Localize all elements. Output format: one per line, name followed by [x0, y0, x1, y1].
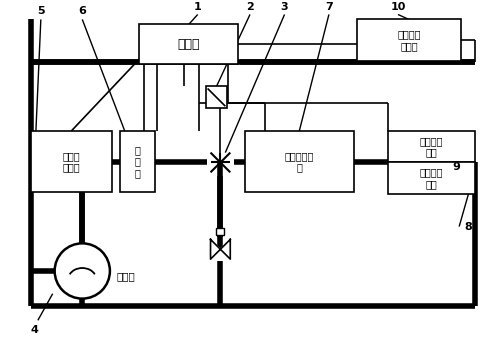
Bar — [120, 131, 155, 192]
Text: 货箱温度
传感器: 货箱温度 传感器 — [397, 29, 421, 51]
Text: 5: 5 — [37, 7, 44, 16]
Bar — [31, 131, 112, 192]
Bar — [388, 163, 475, 194]
Bar — [206, 86, 228, 108]
Text: 4: 4 — [31, 325, 39, 335]
Bar — [388, 131, 475, 163]
Text: 索贝能蒸发
器: 索贝能蒸发 器 — [284, 151, 314, 172]
Text: 6: 6 — [78, 7, 86, 16]
Text: 7: 7 — [325, 1, 333, 12]
Bar — [245, 131, 354, 192]
Bar — [217, 227, 225, 235]
Text: 3: 3 — [281, 1, 288, 12]
Bar — [140, 24, 238, 64]
Text: 力
开
关: 力 开 关 — [135, 145, 140, 178]
Text: 9: 9 — [452, 162, 460, 173]
Text: 10: 10 — [390, 1, 406, 12]
Text: 8: 8 — [464, 222, 472, 232]
Text: 2: 2 — [246, 1, 254, 12]
Text: 控制器: 控制器 — [178, 38, 200, 50]
Text: 1: 1 — [194, 1, 202, 12]
Text: 压缩机: 压缩机 — [117, 271, 136, 281]
Bar — [357, 20, 461, 61]
Text: 冷藏机组
电路: 冷藏机组 电路 — [420, 136, 443, 157]
Text: 货能冷藏
机组: 货能冷藏 机组 — [420, 167, 443, 189]
Polygon shape — [211, 239, 221, 259]
Text: 冷凝器
干燥器: 冷凝器 干燥器 — [62, 151, 80, 172]
Polygon shape — [221, 239, 230, 259]
